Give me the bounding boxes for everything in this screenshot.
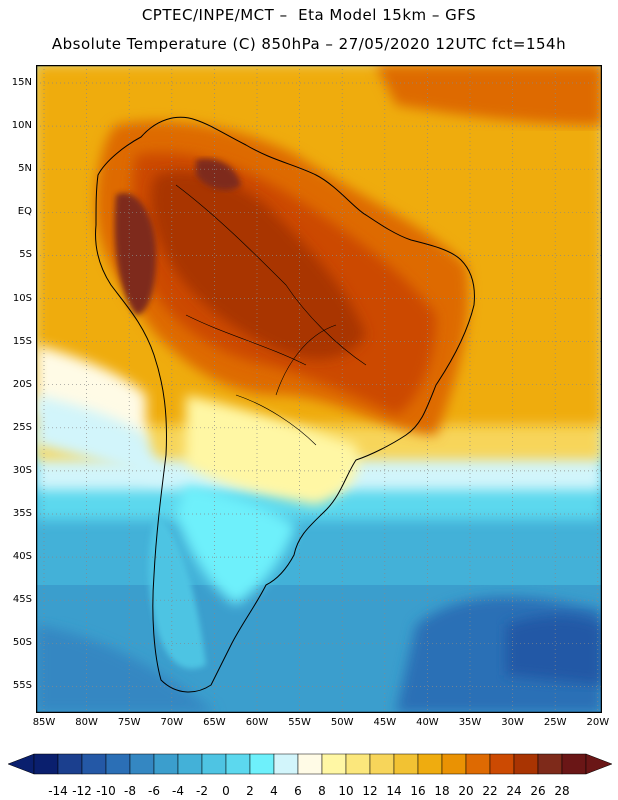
colorbar-swatch [345, 753, 371, 775]
lon-label-80w: 80W [75, 717, 98, 728]
colorbar-swatch [105, 753, 131, 775]
colorbar-label: 10 [338, 784, 354, 798]
colorbar-swatch [297, 753, 323, 775]
lon-label-35w: 35W [458, 717, 482, 728]
colorbar-swatch [393, 753, 419, 775]
lat-label-50s: 50S [12, 637, 32, 649]
colorbar-label: -4 [172, 784, 184, 798]
lon-label-25w: 25W [543, 717, 567, 728]
colorbar-label: -12 [72, 784, 92, 798]
temperature-field [36, 65, 602, 713]
colorbar-swatch [417, 753, 443, 775]
colorbar-label: 28 [554, 784, 570, 798]
colorbar-swatch [369, 753, 395, 775]
gridlines [36, 65, 602, 713]
colorbar-swatch [153, 753, 179, 775]
colorbar-swatch [513, 753, 539, 775]
lat-label-10s: 10S [12, 292, 32, 304]
lat-label-30s: 30S [12, 464, 32, 476]
lon-label-70w: 70W [160, 717, 184, 728]
colorbar-label: 16 [410, 784, 426, 798]
colorbar-label: 22 [482, 784, 498, 798]
colorbar-label: -14 [48, 784, 68, 798]
colorbar-label: 2 [246, 784, 254, 798]
colorbar-label: 8 [318, 784, 326, 798]
colorbar-swatch [129, 753, 155, 775]
lon-label-75w: 75W [117, 717, 141, 728]
colorbar-swatch [465, 753, 491, 775]
lat-label-45s: 45S [12, 594, 32, 606]
lat-label-5n: 5N [18, 163, 32, 175]
lat-label-55s: 55S [12, 680, 32, 692]
temperature-map [36, 65, 602, 713]
colorbar-swatch [201, 753, 227, 775]
colorbar-swatch [273, 753, 299, 775]
colorbar-swatch [225, 753, 251, 775]
colorbar-swatch [537, 753, 563, 775]
colorbar-swatch [177, 753, 203, 775]
lon-label-40w: 40W [416, 717, 439, 728]
lat-label-25s: 25S [12, 421, 32, 433]
colorbar [7, 753, 613, 775]
colorbar-label: -2 [196, 784, 208, 798]
colorbar-label: 12 [362, 784, 378, 798]
colorbar-label: 4 [270, 784, 278, 798]
colorbar-label: 14 [386, 784, 402, 798]
colorbar-low-arrow [7, 753, 35, 775]
lon-label-55w: 55W [288, 717, 311, 728]
lat-label-5s: 5S [19, 249, 32, 261]
colorbar-label: 26 [530, 784, 546, 798]
lat-label-20s: 20S [12, 378, 32, 390]
lon-label-85w: 85W [32, 717, 56, 728]
lon-label-30w: 30W [501, 717, 524, 728]
colorbar-swatch [441, 753, 467, 775]
colorbar-swatch [57, 753, 83, 775]
map-title-line-2: Absolute Temperature (C) 850hPa – 27/05/… [51, 35, 567, 53]
colorbar-label: 20 [458, 784, 474, 798]
colorbar-label: 24 [506, 784, 522, 798]
colorbar-label: -10 [96, 784, 116, 798]
colorbar-label: -8 [124, 784, 136, 798]
lat-label-15s: 15S [12, 335, 32, 347]
country-borders [175, 184, 367, 446]
lat-label-eq: EQ [17, 206, 32, 218]
colorbar-label: 0 [222, 784, 230, 798]
lon-label-45w: 45W [373, 717, 397, 728]
colorbar-swatch [249, 753, 275, 775]
map-title-line-1: CPTEC/INPE/MCT – Eta Model 15km – GFS [141, 6, 477, 24]
colorbar-swatch [489, 753, 515, 775]
coastline [95, 116, 475, 693]
colorbar-label: 6 [294, 784, 302, 798]
colorbar-swatch [321, 753, 347, 775]
colorbar-swatch [81, 753, 107, 775]
lon-label-60w: 60W [245, 717, 269, 728]
map-border [36, 65, 602, 713]
colorbar-swatch [33, 753, 59, 775]
lon-label-65w: 65W [203, 717, 226, 728]
lon-label-20w: 20W [586, 717, 610, 728]
lat-label-15n: 15N [11, 77, 32, 88]
lat-label-10n: 10N [11, 120, 32, 132]
colorbar-label: -6 [148, 784, 160, 798]
lat-label-40s: 40S [12, 551, 32, 563]
lon-label-50w: 50W [330, 717, 354, 728]
colorbar-label: 18 [434, 784, 450, 798]
lat-label-35s: 35S [12, 508, 32, 519]
colorbar-high-arrow [585, 753, 613, 775]
colorbar-swatch [561, 753, 587, 775]
